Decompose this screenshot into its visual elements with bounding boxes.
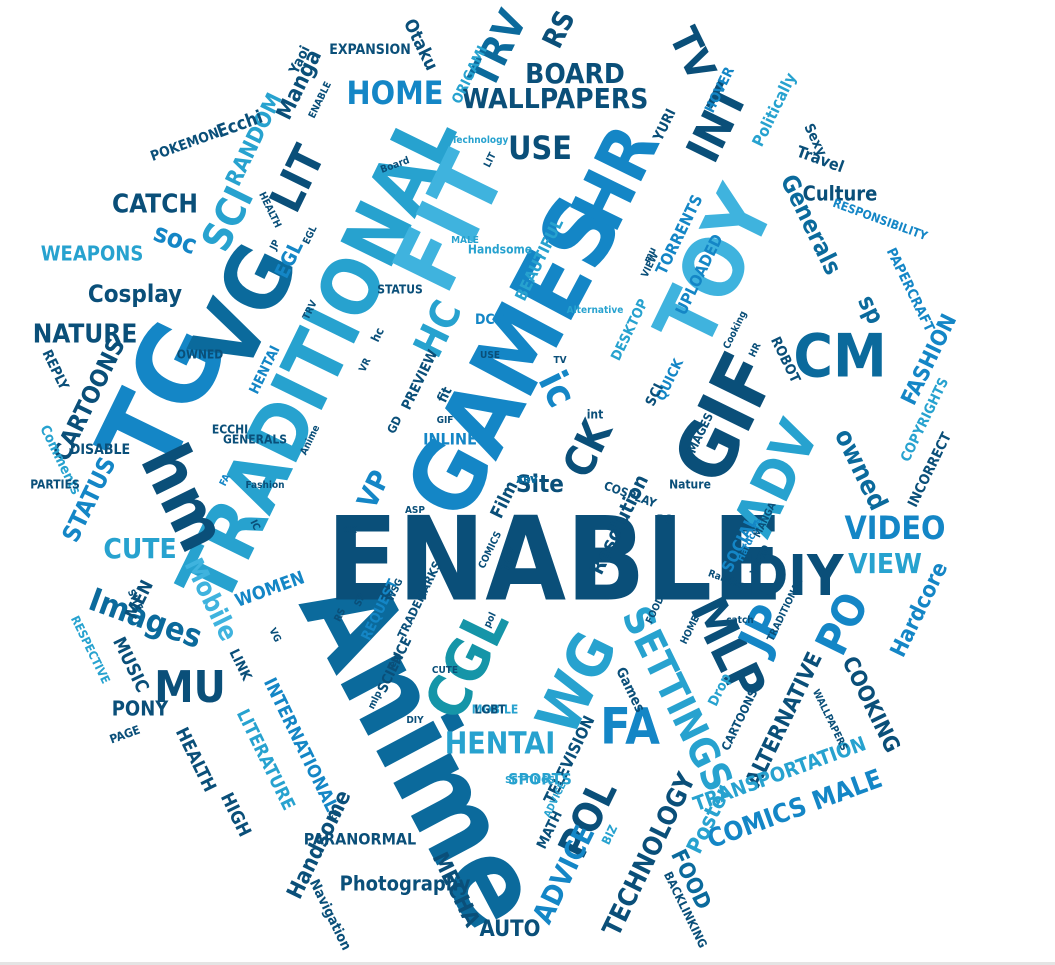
cloud-word: LINK <box>226 647 255 685</box>
cloud-word: JP <box>268 238 283 253</box>
cloud-word: PAPERCRAFT <box>883 246 938 335</box>
cloud-word: RS <box>536 5 582 53</box>
cloud-word: FA <box>600 698 660 756</box>
cloud-word: RS <box>333 607 349 624</box>
cloud-word: HENTAI <box>445 727 556 762</box>
cloud-word: Politically <box>748 69 800 149</box>
cloud-word: PONY <box>112 697 170 721</box>
cloud-word: TV <box>660 20 724 87</box>
cloud-word: MALE <box>451 235 479 246</box>
cloud-word: DIY <box>406 715 424 726</box>
cloud-word: Site <box>516 470 564 498</box>
cloud-word: catch <box>726 615 753 626</box>
cloud-word: EGL <box>301 224 319 246</box>
cloud-word: CUTE <box>103 532 176 565</box>
cloud-word: soc <box>149 218 200 261</box>
cloud-word: DISABLE <box>70 442 130 458</box>
cloud-word: CM <box>793 322 886 392</box>
bottom-divider <box>0 962 1055 965</box>
cloud-word: Nature <box>669 478 711 492</box>
cloud-word: BOARD <box>525 57 625 90</box>
cloud-word: OWNED <box>177 348 224 362</box>
cloud-word: HR <box>747 341 763 359</box>
cloud-word: DCG <box>475 312 505 328</box>
cloud-word: GENERALS <box>223 433 287 447</box>
cloud-word: TV <box>553 355 566 366</box>
cloud-word: int <box>587 408 604 422</box>
cloud-word: MUSIC <box>108 634 153 696</box>
cloud-word: AUTO <box>479 917 540 942</box>
cloud-word: MOBILE <box>472 703 518 717</box>
cloud-word: WALLPAPERS <box>462 82 649 115</box>
cloud-word: USE <box>480 350 500 361</box>
cloud-word: IC <box>247 518 261 532</box>
cloud-word: LIT <box>482 150 499 169</box>
cloud-word: RESPONSIBILITY <box>831 196 930 243</box>
cloud-word: PAGE <box>108 723 142 747</box>
cloud-word: VIDEO <box>844 509 945 547</box>
cloud-word: PARTIES <box>30 478 79 492</box>
cloud-word: VIEW <box>848 547 922 580</box>
cloud-word: WEAPONS <box>41 242 144 266</box>
cloud-word: ENABLE <box>327 493 784 628</box>
cloud-word: STATUS <box>377 283 423 297</box>
cloud-word: HIGH <box>216 789 255 840</box>
cloud-word: tg <box>328 808 343 822</box>
cloud-word: hc <box>368 325 387 344</box>
cloud-word: PO <box>656 513 673 527</box>
cloud-word: YURI <box>650 106 680 144</box>
cloud-word: CK <box>343 525 358 536</box>
cloud-word: Fashion <box>245 480 284 491</box>
cloud-word: Culture <box>803 182 878 206</box>
cloud-word: Handsome <box>468 243 532 257</box>
cloud-word: fit <box>434 385 455 406</box>
cloud-word: CUTE <box>432 665 458 676</box>
cloud-word: Technology <box>452 135 509 146</box>
cloud-word: POKEMON <box>148 125 221 165</box>
cloud-word: ASP <box>405 505 425 516</box>
cloud-word: Alternative <box>567 305 624 316</box>
cloud-word: PARANORMAL <box>304 830 416 849</box>
cloud-word: USE <box>508 129 572 167</box>
cloud-word: HEALTH <box>171 724 220 795</box>
cloud-word: Photography <box>340 872 471 896</box>
cloud-word: ADV <box>516 475 537 486</box>
cloud-word: DIY <box>746 544 844 609</box>
cloud-word: REPLY <box>38 347 71 393</box>
cloud-word: GD <box>384 414 404 436</box>
cloud-word: Cosplay <box>88 280 182 308</box>
cloud-word: EXPANSION <box>329 42 411 58</box>
cloud-word: HOME <box>347 74 444 112</box>
cloud-word: SPORTS <box>508 770 572 789</box>
cloud-word: LGBT <box>474 703 506 717</box>
cloud-word: FA <box>218 472 233 488</box>
cloud-word: NATURE <box>33 320 138 350</box>
cloud-word: RESPECTIVE <box>68 614 113 686</box>
cloud-word: GIF <box>437 415 454 426</box>
cloud-word: owned <box>828 424 893 515</box>
cloud-word: SETTINGS <box>505 775 555 786</box>
cloud-word: ECCHI <box>212 423 248 437</box>
cloud-word: MU <box>154 662 226 713</box>
cloud-word: CATCH <box>112 190 198 220</box>
cloud-word: SP <box>353 592 369 609</box>
cloud-word: TRV <box>517 475 537 486</box>
cloud-word: INLINE <box>423 430 477 449</box>
